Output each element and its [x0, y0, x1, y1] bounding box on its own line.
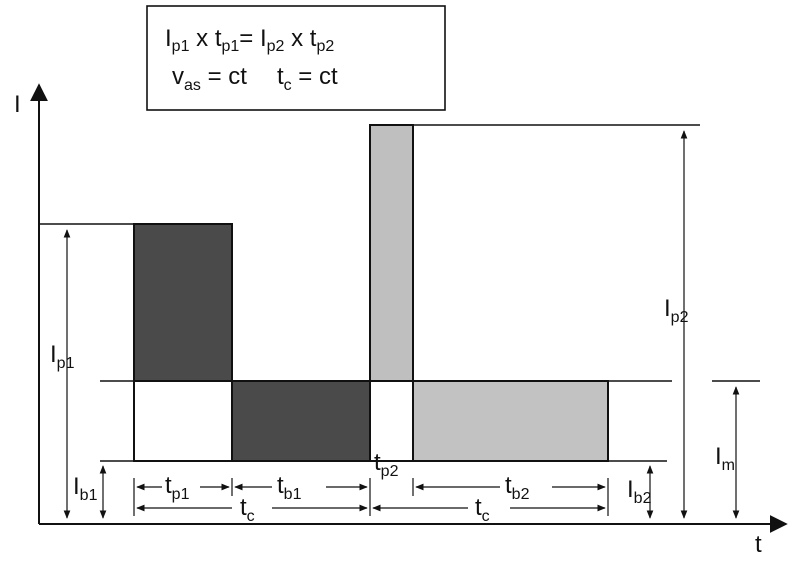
y-axis-label: I: [14, 91, 21, 118]
x-axis-label: t: [755, 531, 762, 557]
base-2-fill: [412, 380, 609, 462]
label-tb1: tb1: [277, 472, 302, 503]
label-tp2: tp2: [374, 449, 399, 480]
label-tb2: tb2: [505, 472, 530, 503]
formula-box: [146, 5, 446, 111]
pulse-1-lower: [133, 380, 233, 462]
label-tc-1: tc: [240, 494, 255, 525]
pulse-2-upper: [369, 124, 414, 382]
label-ip2: Ip2: [664, 295, 689, 326]
label-ip1: Ip1: [50, 341, 75, 372]
label-tp1: tp1: [165, 472, 190, 503]
formula-line-1: Ip1 x tp1= Ip2 x tp2: [165, 25, 334, 55]
label-ib2: Ib2: [627, 476, 652, 507]
label-im: Im: [715, 443, 735, 474]
label-tc-2: tc: [475, 494, 490, 525]
label-ib1: Ib1: [73, 473, 98, 504]
base-1-fill: [231, 380, 371, 462]
pulse-1-upper: [133, 223, 233, 382]
formula-line-2: vas = ct tc = ct: [172, 63, 338, 94]
